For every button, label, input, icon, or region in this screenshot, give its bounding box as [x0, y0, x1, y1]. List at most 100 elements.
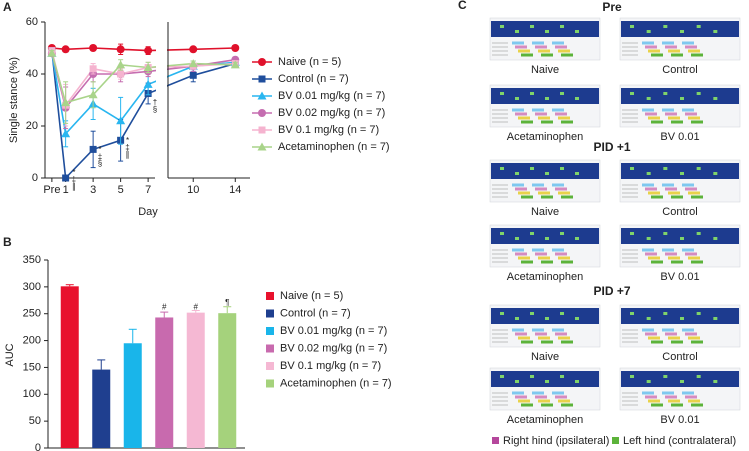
legend-label: Acetaminophen (n = 7)	[280, 377, 392, 389]
gait-bar	[535, 395, 547, 399]
annotation: ‡	[125, 143, 129, 152]
legend-swatch	[266, 327, 274, 335]
paw-print	[696, 312, 701, 315]
paw-print	[713, 317, 718, 320]
legend-swatch	[266, 292, 274, 300]
paw-print	[696, 92, 701, 95]
paw-print	[630, 232, 634, 235]
gait-bar	[648, 116, 660, 120]
paw-print	[575, 30, 579, 33]
x-tick-label: 14	[229, 184, 241, 196]
gait-bar	[558, 191, 570, 195]
paw-print	[530, 25, 534, 28]
marker	[47, 48, 57, 57]
paw-print	[530, 232, 534, 235]
gait-bar	[532, 391, 544, 395]
paw-print	[630, 92, 634, 95]
thumbnail-image	[621, 88, 739, 104]
gait-bar	[555, 112, 567, 116]
legend-label: BV 0.01 mg/kg (n = 7)	[278, 90, 385, 102]
gait-bar	[651, 403, 663, 407]
thumbnail-image	[491, 228, 599, 244]
paw-print	[515, 237, 519, 240]
gait-bar	[662, 108, 674, 112]
gait-bar	[512, 108, 524, 112]
marker	[188, 59, 198, 68]
gait-bar	[555, 332, 567, 336]
bar	[60, 286, 79, 448]
gait-bar	[688, 399, 700, 403]
thumbnail-caption: BV 0.01	[660, 271, 699, 283]
gait-bar	[671, 120, 683, 124]
thumbnail-image	[621, 163, 739, 179]
paw-print	[663, 232, 668, 235]
thumbnail-caption: Naive	[531, 351, 559, 363]
gait-bar	[538, 256, 550, 260]
bar	[155, 317, 174, 448]
paw-print	[630, 312, 634, 315]
annotation: *	[98, 145, 101, 154]
annotation: ‡	[72, 175, 76, 184]
paw-print	[500, 167, 504, 170]
gait-bar	[688, 256, 700, 260]
legend-swatch	[266, 362, 274, 370]
marker	[143, 79, 153, 88]
gait-bar	[532, 328, 544, 332]
paw-print	[560, 312, 564, 315]
paw-print	[680, 97, 684, 100]
gait-bar	[688, 191, 700, 195]
x-tick-label: Pre	[43, 184, 60, 196]
series-line	[51, 52, 236, 104]
series-line	[51, 50, 236, 180]
paw-print	[500, 92, 504, 95]
marker	[61, 129, 71, 138]
y-tick-label: 100	[23, 388, 41, 400]
paw-print	[696, 167, 701, 170]
y-tick-label: 40	[26, 68, 38, 80]
gait-bar	[561, 53, 573, 57]
marker	[257, 142, 267, 151]
x-tick-label: 1	[63, 184, 69, 196]
bar	[218, 313, 237, 448]
paw-print	[500, 375, 504, 378]
gait-bar	[645, 332, 657, 336]
marker	[258, 75, 266, 83]
gait-bar	[648, 49, 660, 53]
gait-bar	[651, 120, 663, 124]
gait-bar	[512, 183, 524, 187]
gait-bar	[685, 45, 697, 49]
gait-bar	[682, 328, 694, 332]
gait-bar	[521, 403, 533, 407]
gait-bar	[642, 108, 654, 112]
gait-bar	[535, 252, 547, 256]
paw-print	[575, 317, 579, 320]
marker	[89, 145, 97, 153]
gait-bar	[668, 256, 680, 260]
gait-bar	[662, 248, 674, 252]
gait-bar	[685, 252, 697, 256]
gait-bar	[538, 116, 550, 120]
thumbnail-caption: Acetaminophen	[507, 131, 583, 143]
gait-bar	[685, 395, 697, 399]
annotation: #	[194, 302, 199, 311]
paw-print	[515, 97, 519, 100]
thumbnail-caption: Control	[662, 64, 697, 76]
legend-label: BV 0.01 mg/kg (n = 7)	[280, 325, 387, 337]
gait-bar	[541, 403, 553, 407]
gait-bar	[518, 116, 530, 120]
gait-bar	[541, 120, 553, 124]
gait-bar	[645, 395, 657, 399]
thumbnail-image	[621, 308, 739, 324]
gait-bar	[558, 336, 570, 340]
annotation: *	[72, 168, 75, 177]
gait-bar	[532, 183, 544, 187]
group-title: PID +7	[593, 284, 630, 298]
paw-print	[646, 237, 651, 240]
panel-label: C	[458, 0, 467, 12]
thumbnail-caption: Control	[662, 206, 697, 218]
gait-bar	[665, 45, 677, 49]
x-tick-label: 3	[90, 184, 96, 196]
paw-print	[560, 375, 564, 378]
paw-print	[500, 25, 504, 28]
gait-bar	[521, 120, 533, 124]
